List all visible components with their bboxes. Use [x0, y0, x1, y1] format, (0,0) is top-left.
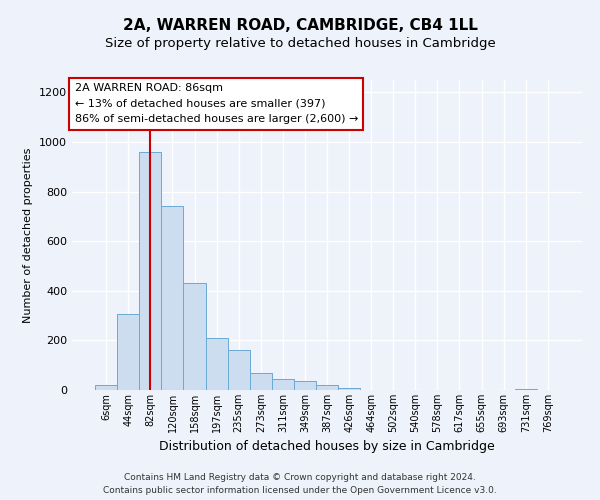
Text: 2A, WARREN ROAD, CAMBRIDGE, CB4 1LL: 2A, WARREN ROAD, CAMBRIDGE, CB4 1LL	[122, 18, 478, 32]
Y-axis label: Number of detached properties: Number of detached properties	[23, 148, 34, 322]
Bar	[294, 382, 316, 390]
X-axis label: Distribution of detached houses by size in Cambridge: Distribution of detached houses by size …	[159, 440, 495, 454]
Bar	[139, 152, 161, 390]
Text: Contains HM Land Registry data © Crown copyright and database right 2024.
Contai: Contains HM Land Registry data © Crown c…	[103, 473, 497, 495]
Text: 2A WARREN ROAD: 86sqm
← 13% of detached houses are smaller (397)
86% of semi-det: 2A WARREN ROAD: 86sqm ← 13% of detached …	[74, 83, 358, 124]
Bar	[184, 284, 206, 390]
Bar	[227, 350, 250, 390]
Bar	[272, 379, 294, 390]
Bar	[95, 385, 117, 390]
Bar	[117, 314, 139, 390]
Bar	[316, 385, 338, 390]
Bar	[250, 372, 272, 390]
Bar	[161, 206, 184, 390]
Bar	[338, 388, 360, 390]
Text: Size of property relative to detached houses in Cambridge: Size of property relative to detached ho…	[104, 38, 496, 51]
Bar	[515, 389, 537, 390]
Bar	[206, 338, 227, 390]
